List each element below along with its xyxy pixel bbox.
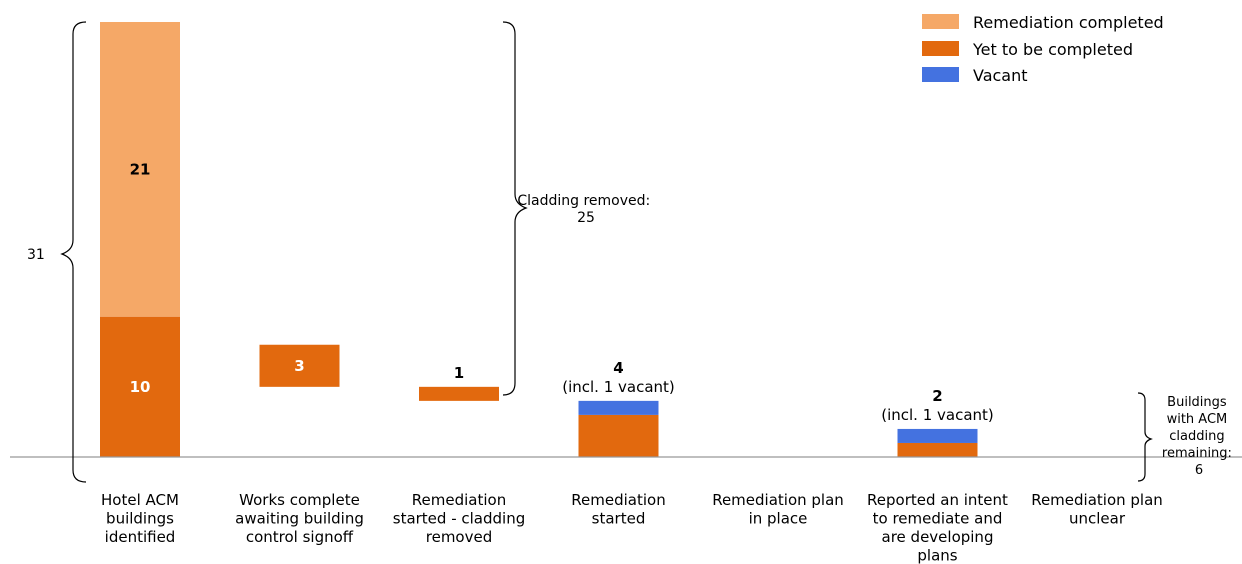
category-label-0-line-2: identified bbox=[105, 528, 176, 546]
category-label-6-line-0: Remediation plan bbox=[1031, 491, 1163, 509]
category-label-3: Remediation started bbox=[571, 491, 665, 528]
category-label-2: Remediation started - cladding removed bbox=[393, 491, 525, 546]
category-label-0-line-1: buildings bbox=[106, 510, 174, 528]
legend-item-vacant: Vacant bbox=[922, 66, 1028, 85]
category-label-6: Remediation plan unclear bbox=[1031, 491, 1163, 528]
legend-label-vacant: Vacant bbox=[973, 66, 1028, 85]
category-label-5-line-2: are developing bbox=[882, 528, 994, 546]
remaining-line-2: with ACM bbox=[1167, 412, 1228, 427]
bar-sub-label-5: (incl. 1 vacant) bbox=[881, 406, 994, 424]
category-label-2-line-0: Remediation bbox=[412, 491, 506, 509]
bar-yet-1 bbox=[259, 344, 340, 387]
bar-value-label-2: 1 bbox=[454, 364, 464, 382]
bar-completed-0 bbox=[100, 22, 180, 317]
legend-swatch-remediation-completed bbox=[922, 14, 959, 29]
category-label-3-line-1: started bbox=[592, 510, 646, 528]
category-label-5-line-3: plans bbox=[917, 547, 957, 564]
bar-value-label-3: 4 bbox=[613, 359, 623, 377]
bar-yet-5 bbox=[897, 442, 978, 457]
cladding-removed-brace bbox=[502, 21, 528, 396]
bar-yet-2 bbox=[419, 386, 499, 401]
category-label-1-line-0: Works complete bbox=[239, 491, 360, 509]
legend-label-yet-to-be-completed: Yet to be completed bbox=[972, 40, 1133, 59]
bar-yet-0 bbox=[100, 316, 180, 457]
category-label-1: Works complete awaiting building control s… bbox=[235, 491, 364, 546]
category-label-2-line-1: started - cladding bbox=[393, 510, 525, 528]
bar-value-label-5: 2 bbox=[932, 387, 942, 405]
category-labels: Hotel ACM buildings identified Works comple… bbox=[101, 491, 1163, 564]
bar-sub-label-3: (incl. 1 vacant) bbox=[562, 378, 675, 396]
legend-swatch-yet-to-be-completed bbox=[922, 41, 959, 56]
category-label-4-line-0: Remediation plan bbox=[712, 491, 844, 509]
category-label-1-line-2: control signoff bbox=[246, 528, 354, 546]
bar-value-label-1-yet: 3 bbox=[294, 357, 304, 375]
category-label-2-line-2: removed bbox=[426, 528, 492, 546]
cladding-removed-title: Cladding removed: bbox=[517, 193, 650, 209]
category-label-4-line-1: in place bbox=[749, 510, 808, 528]
cladding-removed-value: 25 bbox=[577, 210, 595, 226]
total-brace bbox=[60, 21, 87, 483]
bar-vacant-3 bbox=[578, 400, 659, 415]
category-label-5-line-1: to remediate and bbox=[873, 510, 1003, 528]
bar-value-label-0-completed: 21 bbox=[130, 160, 151, 178]
bars-layer bbox=[100, 22, 978, 457]
legend: Remediation completed Yet to be complete… bbox=[922, 13, 1164, 85]
category-label-1-line-1: awaiting building bbox=[235, 510, 364, 528]
total-label: 31 bbox=[27, 247, 45, 263]
cladding-removed-label: Cladding removed: 25 bbox=[517, 193, 654, 226]
category-label-5: Reported an intent to remediate and are de… bbox=[867, 491, 1008, 564]
remaining-line-4: remaining: bbox=[1162, 446, 1232, 461]
category-label-6-line-1: unclear bbox=[1069, 510, 1126, 528]
remaining-line-3: cladding bbox=[1169, 429, 1224, 444]
remaining-line-1: Buildings bbox=[1167, 395, 1227, 410]
bar-vacant-5 bbox=[897, 428, 978, 443]
legend-item-yet-to-be-completed: Yet to be completed bbox=[922, 40, 1133, 59]
bar-yet-3 bbox=[578, 414, 659, 457]
bar-value-label-0-yet: 10 bbox=[130, 378, 151, 396]
category-label-0-line-0: Hotel ACM bbox=[101, 491, 179, 509]
remaining-value: 6 bbox=[1195, 463, 1203, 478]
category-label-5-line-0: Reported an intent bbox=[867, 491, 1008, 509]
remaining-label: Buildings with ACM cladding remaining: 6 bbox=[1162, 395, 1236, 478]
legend-label-remediation-completed: Remediation completed bbox=[973, 13, 1164, 32]
legend-item-remediation-completed: Remediation completed bbox=[922, 13, 1164, 32]
category-label-0: Hotel ACM buildings identified bbox=[101, 491, 179, 546]
legend-swatch-vacant bbox=[922, 67, 959, 82]
remaining-brace bbox=[1137, 392, 1153, 482]
category-label-3-line-0: Remediation bbox=[571, 491, 665, 509]
category-label-4: Remediation plan in place bbox=[712, 491, 844, 528]
